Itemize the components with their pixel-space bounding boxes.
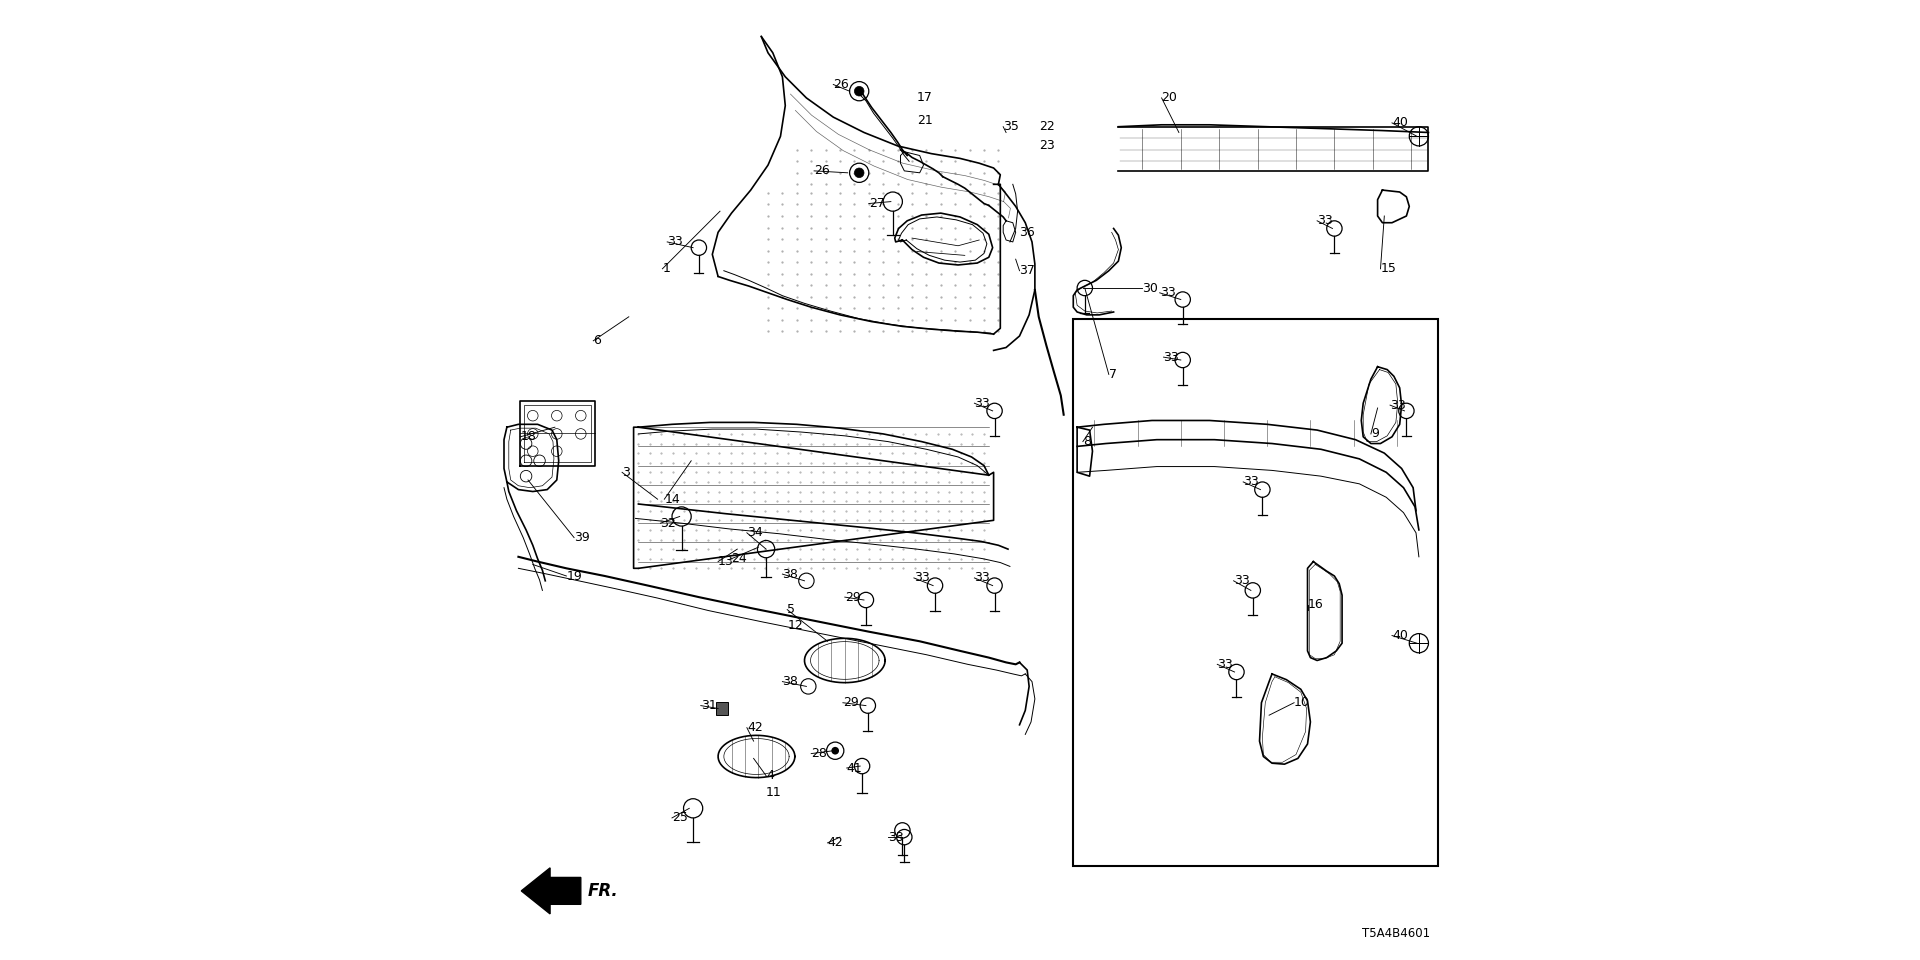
Text: 16: 16 xyxy=(1308,598,1323,612)
Text: 17: 17 xyxy=(918,91,933,105)
Text: 19: 19 xyxy=(566,569,582,583)
Text: 11: 11 xyxy=(766,785,781,799)
Text: 33: 33 xyxy=(1160,286,1175,300)
Bar xyxy=(1073,319,1438,866)
Text: 5: 5 xyxy=(787,603,795,616)
Text: 42: 42 xyxy=(747,721,762,734)
Text: 40: 40 xyxy=(1392,629,1407,642)
Text: 35: 35 xyxy=(1002,120,1020,133)
Circle shape xyxy=(831,747,839,755)
Text: 39: 39 xyxy=(574,531,589,544)
Text: 33: 33 xyxy=(668,235,684,249)
Text: 41: 41 xyxy=(847,761,862,775)
Text: 14: 14 xyxy=(664,492,680,506)
Text: 42: 42 xyxy=(828,836,843,850)
Text: 33: 33 xyxy=(1244,475,1260,489)
Text: FR.: FR. xyxy=(588,882,618,900)
Text: 7: 7 xyxy=(1110,368,1117,381)
Text: 6: 6 xyxy=(593,334,601,348)
Text: 3: 3 xyxy=(622,466,630,479)
Text: 20: 20 xyxy=(1162,91,1177,105)
Text: 1: 1 xyxy=(662,262,670,276)
Text: 15: 15 xyxy=(1380,262,1396,276)
Text: 33: 33 xyxy=(975,571,991,585)
Text: 25: 25 xyxy=(672,811,687,825)
Text: 34: 34 xyxy=(747,526,762,540)
Text: 23: 23 xyxy=(1039,139,1054,153)
Text: 37: 37 xyxy=(1020,264,1035,277)
Text: 38: 38 xyxy=(783,675,799,688)
Text: 33: 33 xyxy=(1390,398,1405,412)
Bar xyxy=(716,702,728,715)
Text: 21: 21 xyxy=(918,113,933,127)
Text: 33: 33 xyxy=(1317,214,1332,228)
Circle shape xyxy=(854,86,864,96)
Text: 22: 22 xyxy=(1039,120,1054,133)
Text: 26: 26 xyxy=(814,164,829,178)
Text: 31: 31 xyxy=(701,699,716,712)
Text: 29: 29 xyxy=(845,590,860,604)
Text: 10: 10 xyxy=(1294,696,1309,709)
Text: 24: 24 xyxy=(732,552,747,565)
Text: 38: 38 xyxy=(783,567,799,581)
Text: 8: 8 xyxy=(1083,435,1091,448)
Text: 28: 28 xyxy=(812,747,828,760)
Text: 33: 33 xyxy=(914,571,929,585)
Text: 9: 9 xyxy=(1371,427,1379,441)
FancyArrow shape xyxy=(520,868,580,914)
Text: 33: 33 xyxy=(1233,574,1250,588)
Text: 36: 36 xyxy=(1020,226,1035,239)
Text: 29: 29 xyxy=(843,696,858,709)
Text: 26: 26 xyxy=(833,78,849,91)
Text: 33: 33 xyxy=(1217,658,1233,671)
Text: 33: 33 xyxy=(1164,350,1179,364)
Text: 27: 27 xyxy=(868,197,885,210)
Text: 12: 12 xyxy=(787,619,803,633)
Text: 33: 33 xyxy=(887,830,904,844)
Text: 32: 32 xyxy=(660,516,676,530)
Text: 40: 40 xyxy=(1392,116,1407,130)
Text: 4: 4 xyxy=(766,769,774,782)
Text: 18: 18 xyxy=(520,430,536,444)
Text: 30: 30 xyxy=(1142,281,1158,295)
Circle shape xyxy=(854,168,864,178)
Text: 33: 33 xyxy=(975,396,991,410)
Text: T5A4B4601: T5A4B4601 xyxy=(1363,926,1430,940)
Text: 13: 13 xyxy=(718,555,733,568)
